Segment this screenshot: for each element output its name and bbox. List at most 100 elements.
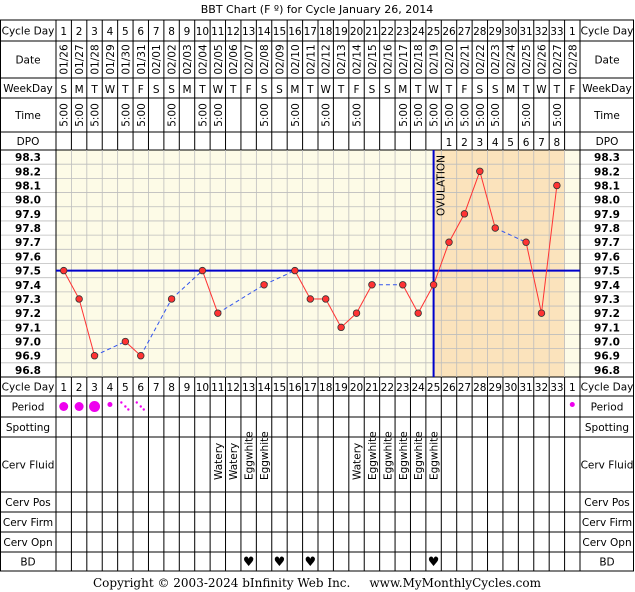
temp-point: [214, 309, 222, 317]
y-tick-label: 97.5: [594, 266, 620, 278]
weekday: F: [569, 84, 575, 96]
period-light-dot: [569, 402, 575, 407]
temp-line: [325, 298, 342, 328]
date: 01/29: [105, 44, 117, 74]
cycle-day-top: 4: [107, 26, 114, 38]
period-spotting-dot: [135, 401, 138, 404]
temp-line: [402, 284, 419, 314]
cycle-day-bottom: 3: [91, 382, 98, 394]
y-tick-label: 96.8: [594, 365, 620, 377]
cycle-day-top: 30: [504, 26, 517, 38]
cycle-day-bottom: 1: [569, 382, 576, 394]
dpo-value: 2: [461, 137, 468, 149]
weekday: T: [445, 84, 453, 96]
y-tick-label: 97.0: [15, 337, 41, 349]
cycle-day-bottom: 7: [153, 382, 160, 394]
date: 01/30: [120, 44, 132, 74]
time: 5:00: [120, 103, 132, 127]
cycle-day-bottom: 5: [122, 382, 129, 394]
cycle-day-bottom: 15: [273, 382, 286, 394]
cycle-day-bottom: 28: [473, 382, 486, 394]
cycle-day-top: 33: [550, 26, 563, 38]
cycle-day-bottom: 23: [396, 382, 409, 394]
cycle-day-bottom: 25: [427, 382, 440, 394]
row-label-cerv_fluid: Cerv Fluid: [2, 460, 55, 472]
weekday: S: [60, 84, 67, 96]
y-tick-label: 98.1: [594, 180, 620, 192]
cycle-day-bottom: 8: [168, 382, 175, 394]
row-label-date: Date: [15, 55, 40, 67]
cycle-day-top: 32: [535, 26, 548, 38]
y-tick-label: 97.4: [15, 280, 41, 292]
y-tick-label: 97.9: [594, 209, 620, 221]
cycle-day-top: 11: [211, 26, 224, 38]
date: 02/27: [552, 44, 564, 74]
time: 5:00: [213, 103, 225, 127]
row-label-right-weekday: WeekDay: [582, 83, 632, 95]
y-tick-label: 97.9: [15, 209, 41, 221]
cerv-fluid-value: Eggwhite: [244, 431, 256, 480]
temp-point: [553, 181, 561, 190]
date: 01/31: [136, 44, 148, 74]
cycle-day-bottom: 13: [242, 382, 255, 394]
row-label-spotting: Spotting: [6, 422, 50, 434]
cycle-day-top: 3: [91, 26, 98, 38]
bd-heart-icon: ♥: [428, 555, 440, 570]
cerv-fluid-value: Watery: [228, 443, 240, 480]
temp-point: [476, 167, 484, 175]
dpo-value: 7: [538, 137, 545, 149]
dpo-value: 6: [523, 137, 530, 149]
y-tick-label: 97.7: [15, 237, 41, 249]
cycle-day-top: 19: [334, 26, 347, 38]
cycle-day-bottom: 16: [288, 382, 302, 394]
row-label-right-period: Period: [591, 402, 624, 414]
cycle-day-top: 18: [319, 26, 332, 38]
cycle-day-bottom: 4: [107, 382, 114, 394]
y-tick-label: 97.1: [15, 322, 41, 334]
temp-point: [260, 281, 268, 289]
ovulation-label: OVULATION: [436, 155, 448, 216]
y-tick-label: 98.2: [15, 166, 41, 178]
cycle-day-bottom: 11: [211, 382, 224, 394]
time: 5:00: [413, 103, 425, 127]
date: 02/10: [290, 44, 302, 74]
temp-point: [522, 238, 530, 246]
y-tick-label: 97.3: [594, 294, 620, 306]
cycle-day-top: 12: [227, 26, 240, 38]
row-label-right-spotting: Spotting: [585, 422, 629, 434]
period-heavy-dot: [59, 402, 69, 411]
date: 02/18: [413, 44, 425, 74]
temp-point: [306, 295, 314, 303]
time: 5:00: [352, 103, 364, 127]
y-tick-label: 97.1: [594, 322, 620, 334]
cycle-day-bottom: 10: [196, 382, 209, 394]
weekday: T: [229, 84, 237, 96]
y-tick-label: 97.3: [15, 294, 41, 306]
cycle-day-bottom: 12: [227, 382, 240, 394]
weekday: T: [90, 84, 98, 96]
date: 02/24: [506, 44, 518, 75]
weekday: W: [213, 84, 224, 96]
row-label-bd: BD: [20, 557, 35, 569]
weekday: S: [168, 84, 175, 96]
cycle-day-bottom: 21: [365, 382, 378, 394]
y-tick-label: 97.2: [594, 308, 620, 320]
cycle-day-bottom: 9: [184, 382, 191, 394]
date: 02/20: [444, 44, 456, 74]
temp-point: [491, 224, 499, 232]
weekday: F: [461, 84, 467, 96]
cycle-day-top: 16: [288, 26, 302, 38]
cycle-day-top: 31: [519, 26, 532, 38]
cycle-day-bottom: 32: [535, 382, 548, 394]
row-label-right-cerv_opn: Cerv Opn: [582, 537, 631, 549]
period-spotting-dot: [127, 408, 130, 411]
weekday: S: [153, 84, 160, 96]
weekday: F: [138, 84, 144, 96]
dpo-value: 4: [492, 137, 499, 149]
cerv-fluid-value: Eggwhite: [367, 431, 379, 480]
y-tick-label: 98.0: [594, 195, 620, 207]
cycle-day-top: 25: [427, 26, 440, 38]
cycle-day-top: 5: [122, 26, 129, 38]
cycle-day-top: 15: [273, 26, 286, 38]
temp-line: [63, 270, 80, 300]
